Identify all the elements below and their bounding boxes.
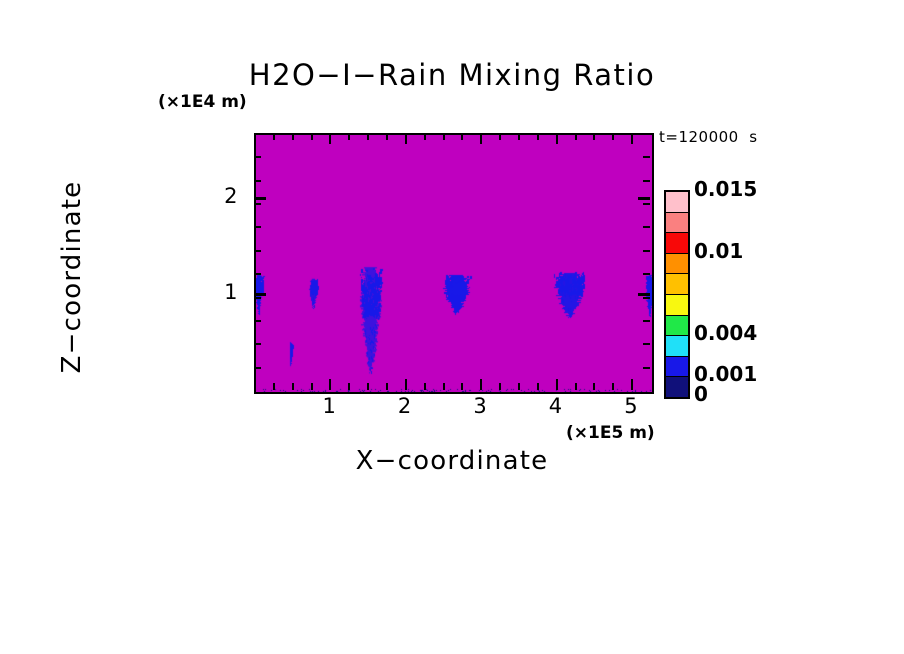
colorbar-tick-label: 0 bbox=[694, 382, 708, 406]
x-minor-tick bbox=[593, 383, 596, 390]
x-axis-title: X−coordinate bbox=[355, 446, 549, 476]
x-major-tick-top bbox=[480, 133, 483, 144]
x-minor-tick bbox=[442, 383, 445, 390]
y-major-tick-right bbox=[638, 293, 650, 297]
colorbar-band-8 bbox=[666, 356, 688, 378]
y-minor-tick bbox=[254, 296, 261, 299]
colorbar bbox=[664, 190, 690, 399]
x-minor-tick-top bbox=[367, 133, 370, 140]
x-tick-label: 1 bbox=[322, 394, 337, 418]
x-minor-tick-top bbox=[348, 133, 351, 140]
colorbar-band-1 bbox=[666, 212, 688, 234]
x-minor-tick-top bbox=[518, 133, 520, 140]
x-minor-tick bbox=[423, 383, 426, 390]
colorbar-band-5 bbox=[666, 294, 688, 316]
x-minor-tick bbox=[348, 383, 351, 390]
x-major-tick-top bbox=[404, 133, 407, 144]
x-tick-label: 5 bbox=[624, 394, 639, 418]
x-major-tick-top bbox=[555, 133, 558, 144]
y-minor-tick bbox=[254, 179, 261, 182]
x-minor-tick-top bbox=[499, 133, 502, 140]
y-axis-title: Z−coordinate bbox=[57, 180, 87, 374]
x-minor-tick bbox=[272, 383, 275, 390]
colorbar-band-3 bbox=[666, 253, 688, 275]
x-axis-unit-label: (×1E5 m) bbox=[566, 423, 655, 443]
x-minor-tick-top bbox=[386, 133, 388, 140]
colorbar-band-9 bbox=[666, 377, 688, 397]
x-tick-label: 4 bbox=[548, 394, 563, 418]
x-minor-tick bbox=[499, 383, 502, 390]
y-minor-tick-right bbox=[643, 203, 650, 206]
y-minor-tick-right bbox=[643, 156, 650, 159]
x-minor-tick bbox=[310, 383, 313, 390]
colorbar-tick-label: 0.001 bbox=[694, 361, 758, 386]
x-minor-tick-top bbox=[272, 133, 275, 140]
x-minor-tick-top bbox=[461, 133, 464, 140]
y-tick-label: 2 bbox=[224, 184, 238, 209]
x-minor-tick-top bbox=[536, 133, 539, 140]
y-minor-tick-right bbox=[643, 179, 650, 182]
colorbar-tick-label: 0.01 bbox=[694, 238, 744, 263]
x-minor-tick bbox=[386, 383, 388, 390]
y-tick-label: 1 bbox=[224, 280, 238, 305]
x-minor-tick-top bbox=[612, 133, 615, 140]
y-major-tick bbox=[254, 293, 266, 297]
y-major-tick-right bbox=[638, 197, 650, 201]
colorbar-band-2 bbox=[666, 233, 688, 254]
y-minor-tick-right bbox=[643, 226, 650, 229]
time-annotation: t=120000 s bbox=[659, 128, 758, 146]
x-major-tick bbox=[404, 379, 407, 390]
x-major-tick bbox=[555, 379, 558, 390]
y-minor-tick bbox=[254, 156, 261, 159]
y-minor-tick bbox=[254, 319, 261, 322]
y-minor-tick-right bbox=[643, 249, 650, 252]
x-minor-tick-top bbox=[423, 133, 426, 140]
x-major-tick-top bbox=[329, 133, 332, 144]
colorbar-tick-label: 0.015 bbox=[694, 177, 758, 201]
colorbar-band-6 bbox=[666, 315, 688, 337]
x-minor-tick-top bbox=[310, 133, 313, 140]
x-minor-tick bbox=[291, 383, 294, 390]
x-major-tick bbox=[631, 379, 634, 390]
y-minor-tick bbox=[254, 273, 261, 276]
y-major-tick bbox=[254, 197, 266, 201]
x-minor-tick bbox=[574, 383, 577, 390]
y-minor-tick bbox=[254, 226, 261, 229]
x-minor-tick bbox=[461, 383, 464, 390]
y-minor-tick bbox=[254, 343, 261, 346]
y-minor-tick bbox=[254, 366, 261, 369]
x-minor-tick-top bbox=[442, 133, 445, 140]
x-major-tick bbox=[480, 379, 483, 390]
x-tick-label: 3 bbox=[473, 394, 488, 418]
x-minor-tick-top bbox=[593, 133, 596, 140]
x-minor-tick bbox=[367, 383, 370, 390]
x-minor-tick bbox=[612, 383, 615, 390]
colorbar-band-0 bbox=[666, 192, 688, 213]
x-minor-tick-top bbox=[574, 133, 577, 140]
plot-area bbox=[254, 133, 654, 394]
x-major-tick bbox=[329, 379, 332, 390]
y-minor-tick bbox=[254, 203, 261, 206]
colorbar-band-4 bbox=[666, 274, 688, 295]
colorbar-tick-label: 0.004 bbox=[694, 320, 758, 345]
x-major-tick-top bbox=[631, 133, 634, 144]
y-minor-tick-right bbox=[643, 343, 650, 346]
y-minor-tick bbox=[254, 249, 261, 252]
x-minor-tick bbox=[536, 383, 539, 390]
y-minor-tick-right bbox=[643, 366, 650, 369]
page-title: H2O−I−Rain Mixing Ratio bbox=[248, 58, 656, 92]
y-minor-tick-right bbox=[643, 296, 650, 299]
y-minor-tick-right bbox=[643, 273, 650, 276]
colorbar-band-7 bbox=[666, 336, 688, 357]
x-minor-tick-top bbox=[291, 133, 294, 140]
x-minor-tick bbox=[518, 383, 520, 390]
x-tick-label: 2 bbox=[397, 394, 412, 418]
y-axis-unit-label: (×1E4 m) bbox=[158, 92, 247, 112]
contour-field-canvas bbox=[256, 135, 652, 392]
y-minor-tick-right bbox=[643, 319, 650, 322]
